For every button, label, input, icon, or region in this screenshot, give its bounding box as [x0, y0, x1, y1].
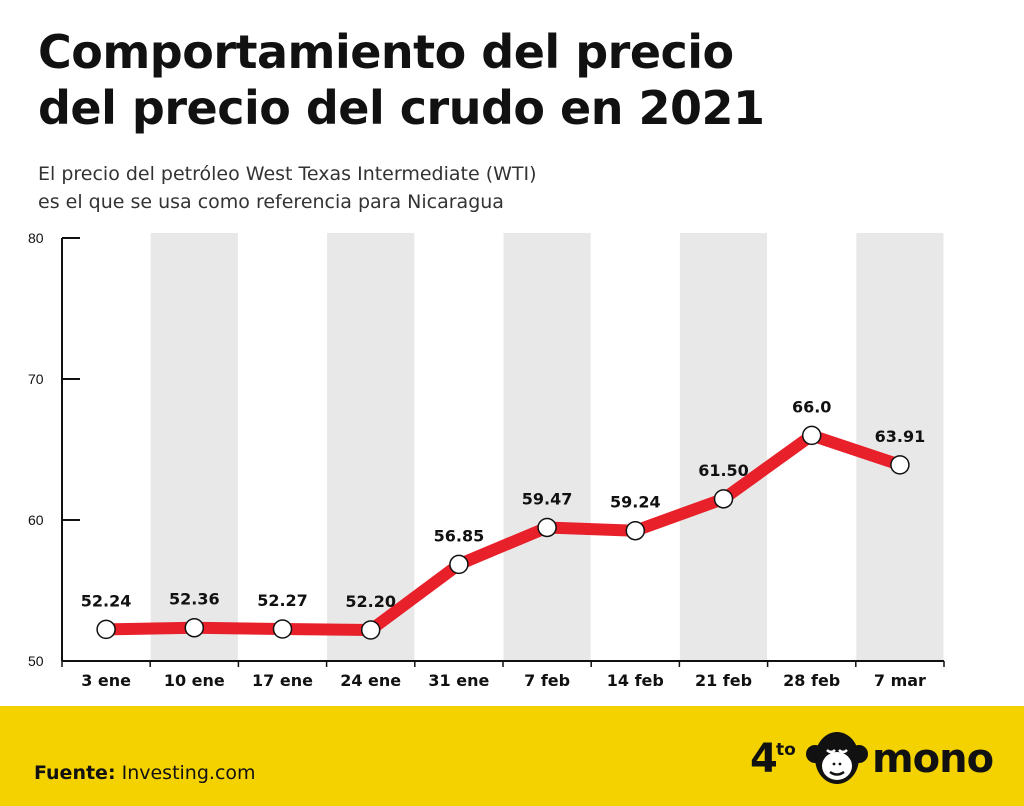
- data-point: [801, 425, 822, 446]
- subtitle-line-1: El precio del petróleo West Texas Interm…: [38, 163, 537, 185]
- monkey-face-icon: [806, 732, 868, 784]
- data-point: [360, 620, 381, 640]
- data-label: 56.85: [434, 526, 485, 545]
- series-line: [100, 429, 906, 636]
- data-point: [713, 489, 734, 509]
- data-label: 63.91: [875, 427, 926, 446]
- x-tick-label: 28 feb: [783, 671, 840, 690]
- y-tick-label: 50: [28, 653, 44, 669]
- x-tick-label: 3 ene: [81, 671, 131, 690]
- data-point: [272, 619, 293, 639]
- chart-subtitle: El precio del petróleo West Texas Interm…: [38, 160, 938, 216]
- data-point: [184, 617, 205, 638]
- source-value: Investing.com: [121, 762, 256, 784]
- data-label: 52.27: [257, 591, 308, 610]
- data-label: 52.20: [345, 592, 396, 611]
- data-point: [890, 455, 910, 475]
- column-band: [679, 233, 768, 661]
- data-label: 59.47: [522, 489, 573, 508]
- x-tick-label: 24 ene: [340, 671, 401, 690]
- title-line-2: del precio del crudo en 2021: [38, 81, 765, 135]
- title-line-1: Comportamiento del precio: [38, 25, 734, 79]
- column-band: [856, 233, 944, 661]
- data-point: [449, 554, 469, 575]
- data-label: 52.36: [169, 590, 220, 609]
- line-chart: 50 60 70 80 3 ene 10 ene 17 ene 24 ene 31 ene 7 f…: [28, 230, 945, 690]
- x-tick-label: 31 ene: [428, 671, 489, 690]
- source-credit: Fuente: Investing.com: [34, 762, 256, 784]
- x-tick-label: 21 feb: [695, 671, 752, 690]
- data-point: [96, 619, 116, 640]
- column-band: [503, 233, 591, 661]
- logo-word: mono: [872, 736, 994, 782]
- source-label: Fuente:: [34, 762, 116, 784]
- chart-title: Comportamiento del precio del precio del…: [38, 24, 998, 136]
- x-tick-label: 7 mar: [874, 671, 926, 690]
- logo-small-text: to: [776, 740, 796, 760]
- logo-number: 4: [750, 736, 778, 782]
- x-tick-label: 14 feb: [607, 671, 664, 690]
- data-label: 66.0: [792, 397, 831, 416]
- data-label: 59.24: [610, 493, 661, 512]
- data-label: 61.50: [698, 461, 749, 480]
- x-tick-label: 10 ene: [164, 671, 225, 690]
- data-label: 52.24: [81, 591, 132, 610]
- column-band: [327, 233, 415, 661]
- footer-bar: Fuente: Investing.com 4 to mono: [0, 706, 1024, 806]
- y-tick-label: 80: [28, 230, 44, 246]
- subtitle-line-2: es el que se usa como referencia para Ni…: [38, 191, 504, 213]
- column-band: [150, 233, 238, 661]
- data-point: [537, 517, 557, 538]
- data-point: [625, 520, 646, 541]
- x-tick-label: 7 feb: [524, 671, 570, 690]
- brand-logo: 4 to mono: [750, 728, 1000, 788]
- x-tick-label: 17 ene: [252, 671, 313, 690]
- y-tick-label: 70: [28, 371, 44, 387]
- y-tick-label: 60: [28, 512, 44, 528]
